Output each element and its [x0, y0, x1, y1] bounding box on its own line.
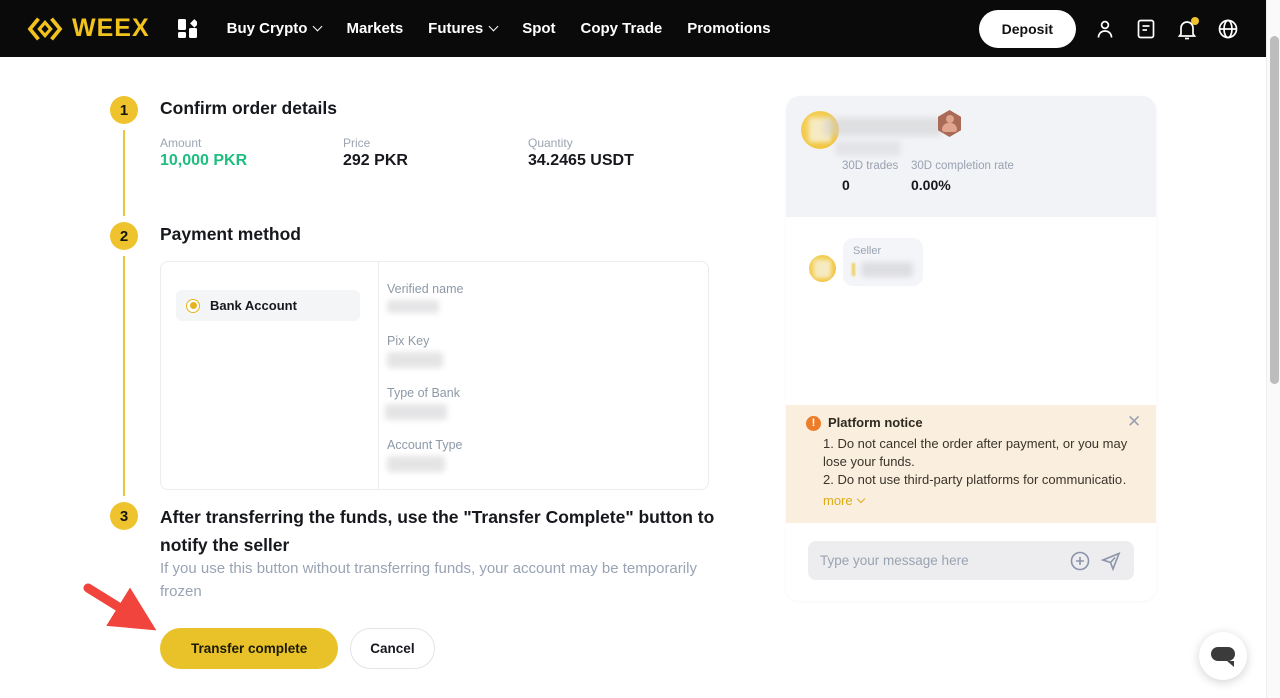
close-icon[interactable]: ✕: [1127, 412, 1142, 431]
type-of-bank-redacted-value: [385, 404, 447, 420]
deposit-button[interactable]: Deposit: [978, 9, 1076, 48]
profile-icon[interactable]: [1093, 17, 1117, 41]
seller-chat-avatar: [809, 255, 836, 282]
notice-more-link[interactable]: more: [823, 493, 865, 508]
verified-name-label: Verified name: [387, 282, 464, 296]
chevron-down-icon: [856, 494, 865, 504]
nav-item-copy-trade[interactable]: Copy Trade: [580, 20, 663, 37]
warning-exclamation-icon: !: [806, 416, 821, 431]
30d-trades-value: 0: [842, 177, 850, 193]
quantity-value: 34.2465 USDT: [528, 152, 634, 169]
page-scrollbar-thumb[interactable]: [1269, 36, 1279, 384]
orders-icon[interactable]: [1134, 17, 1158, 41]
seller-name-redacted: [824, 118, 942, 136]
nav-right-cluster: Deposit: [978, 9, 1240, 48]
step-1-title: Confirm order details: [160, 98, 337, 118]
apps-grid-icon[interactable]: [177, 19, 197, 38]
chat-message-area: Seller: [786, 217, 1156, 405]
chevron-down-icon: [313, 21, 323, 32]
amount-label: Amount: [160, 136, 202, 150]
price-value: 292 PKR: [343, 152, 408, 169]
30d-completion-label: 30D completion rate: [911, 160, 1014, 172]
price-label: Price: [343, 136, 371, 150]
type-of-bank-label: Type of Bank: [387, 386, 460, 400]
language-globe-icon[interactable]: [1216, 17, 1240, 41]
account-type-label: Account Type: [387, 438, 463, 452]
chevron-down-icon: [488, 21, 499, 32]
step-1-badge: 1: [110, 96, 138, 124]
chat-message-input[interactable]: [820, 553, 1060, 568]
platform-notice-title: Platform notice: [828, 415, 923, 430]
platform-notice-banner: ! Platform notice ✕ 1. Do not cancel the…: [786, 405, 1156, 523]
chat-message-redacted-accent: [852, 263, 855, 276]
speech-bubble-icon: [1211, 647, 1235, 661]
notifications-bell-icon[interactable]: [1175, 16, 1199, 41]
bank-account-label: Bank Account: [210, 298, 297, 313]
chat-sender-label: Seller: [853, 245, 882, 257]
step-3-title: After transferring the funds, use the "T…: [160, 507, 715, 555]
notice-rule-1: 1. Do not cancel the order after payment…: [823, 436, 1128, 469]
seller-info-header: 30D trades 0 30D completion rate 0.00%: [786, 96, 1156, 217]
nav-item-spot[interactable]: Spot: [522, 20, 556, 37]
nav-item-futures[interactable]: Futures: [428, 20, 499, 37]
step-2-badge: 2: [110, 222, 138, 250]
weex-logo-icon: [27, 17, 63, 40]
verified-name-redacted-value: [387, 300, 439, 313]
account-type-redacted-value: [387, 456, 445, 472]
bank-account-option[interactable]: Bank Account: [176, 290, 360, 321]
support-chat-fab[interactable]: [1199, 632, 1247, 680]
payment-card-divider: [378, 262, 379, 489]
nav-item-markets[interactable]: Markets: [346, 20, 404, 37]
red-annotation-arrow: [83, 583, 157, 631]
attach-plus-icon[interactable]: [1069, 550, 1091, 572]
send-message-icon[interactable]: [1100, 550, 1122, 572]
platform-notice-body: 1. Do not cancel the order after payment…: [823, 435, 1128, 489]
trade-chat-panel: 30D trades 0 30D completion rate 0.00% S…: [786, 96, 1156, 601]
pix-key-label: Pix Key: [387, 334, 430, 348]
30d-completion-value: 0.00%: [911, 177, 951, 193]
seller-subtitle-redacted: [835, 141, 901, 156]
notice-rule-2: 2. Do not use third-party platforms for …: [823, 472, 1128, 487]
nav-item-buy-crypto[interactable]: Buy Crypto: [227, 20, 323, 37]
notification-dot: [1191, 16, 1199, 25]
nav-item-promotions[interactable]: Promotions: [687, 20, 771, 37]
weex-logo-text: WEEX: [72, 14, 150, 42]
30d-trades-label: 30D trades: [842, 160, 899, 172]
speech-bubble-tail: [1227, 661, 1234, 667]
action-buttons-row: Transfer complete Cancel: [160, 628, 435, 669]
weex-logo[interactable]: WEEX: [26, 14, 150, 44]
chat-input-container: [808, 541, 1134, 580]
cancel-button[interactable]: Cancel: [350, 628, 435, 669]
quantity-label: Quantity: [528, 136, 573, 150]
page-scrollbar-track: [1266, 0, 1280, 698]
step-connector-line: [123, 130, 125, 216]
amount-value: 10,000 PKR: [160, 152, 248, 169]
step-connector-line: [123, 256, 125, 496]
pix-key-redacted-value: [387, 352, 443, 368]
chat-message-redacted: [861, 262, 913, 277]
chat-message-bubble: Seller: [843, 238, 923, 286]
step-2-title: Payment method: [160, 224, 301, 244]
top-navbar: WEEX Buy Crypto Markets Futures Spot Cop…: [0, 0, 1266, 57]
nav-links: Buy Crypto Markets Futures Spot Copy Tra…: [227, 20, 771, 37]
transfer-complete-button[interactable]: Transfer complete: [160, 628, 339, 669]
seller-rank-badge-icon: [938, 110, 961, 137]
radio-selected-icon: [186, 298, 200, 313]
step-3-badge: 3: [110, 502, 138, 530]
chat-input-zone: [786, 523, 1156, 601]
frozen-warning-text: If you use this button without transferr…: [160, 560, 697, 600]
